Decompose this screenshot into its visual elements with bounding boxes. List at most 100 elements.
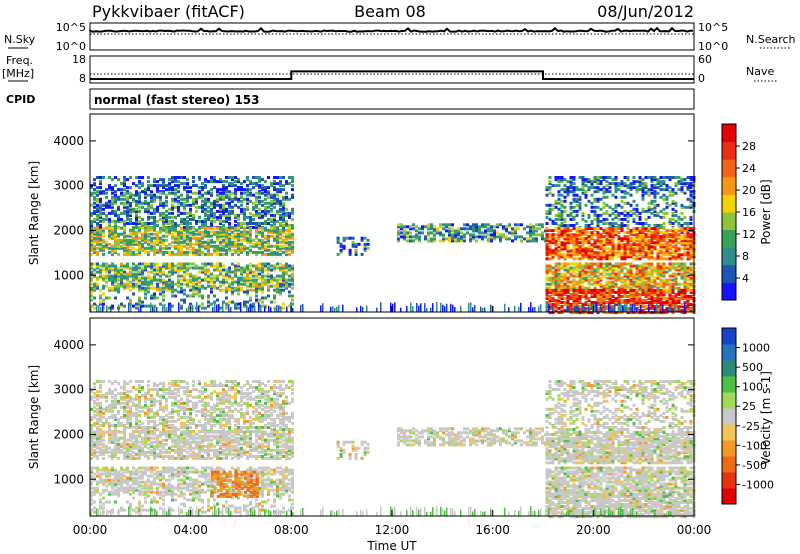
power-cell (569, 284, 573, 288)
power-cell (590, 311, 594, 315)
power-cell (114, 296, 117, 300)
power-cell (147, 176, 150, 179)
power-cell (255, 264, 258, 268)
power-cell (689, 197, 693, 201)
power-cell (204, 186, 207, 190)
power-cell (222, 274, 225, 278)
power-cell (581, 245, 585, 249)
power-cell (659, 280, 663, 284)
power-cell (641, 227, 645, 231)
freq-tick-bottom: 8 (79, 72, 86, 85)
power-cell (647, 272, 651, 276)
power-cell (529, 225, 532, 229)
power-cell (514, 223, 517, 227)
power-cell (96, 282, 99, 286)
power-cell (231, 270, 234, 274)
power-cell (99, 288, 102, 292)
power-cell (563, 303, 567, 306)
power-cell (581, 237, 585, 241)
power-cell (132, 274, 135, 278)
power-cell (132, 228, 135, 232)
power-cell (225, 240, 228, 244)
power-cell (590, 235, 594, 239)
power-cell (246, 278, 249, 282)
power-cell (578, 247, 582, 251)
power-cell (192, 246, 195, 250)
power-cell (575, 264, 579, 268)
power-cell (291, 176, 294, 179)
power-cell (668, 219, 672, 223)
power-cell (108, 232, 111, 236)
power-cell (270, 199, 273, 203)
power-cell (620, 284, 624, 288)
power-cell (279, 290, 282, 294)
power-cell (659, 309, 663, 313)
power-cell (641, 284, 645, 288)
power-cell (557, 243, 561, 247)
power-cell (240, 302, 242, 312)
power-cell (288, 236, 291, 240)
power-cell (436, 229, 439, 233)
power-cell (192, 242, 195, 246)
power-cell (279, 236, 282, 240)
power-cell (587, 249, 591, 253)
power-cell (560, 233, 564, 237)
power-cell (291, 180, 294, 184)
power-cell (126, 276, 129, 280)
power-cell (174, 197, 177, 201)
power-cell (108, 274, 111, 278)
power-cell (105, 276, 108, 280)
power-cell (665, 290, 669, 294)
power-cell (668, 235, 672, 239)
power-cell (198, 305, 200, 312)
power-cell (620, 264, 624, 268)
power-cell (192, 199, 195, 203)
power-cell (566, 297, 570, 300)
power-cell (656, 290, 660, 294)
power-cell (659, 176, 663, 179)
power-cell (159, 201, 162, 205)
power-cell (581, 239, 585, 243)
power-cell (114, 236, 117, 240)
power-cell (237, 268, 240, 272)
power-cell (141, 176, 144, 179)
power-cell (563, 301, 567, 304)
power-cell (270, 207, 273, 211)
power-cell (273, 266, 276, 270)
power-cell (623, 251, 627, 255)
power-cell (228, 288, 231, 292)
power-cell (255, 286, 258, 290)
power-cell (258, 282, 261, 286)
power-cell (174, 264, 177, 268)
power-cell (677, 253, 681, 257)
power-cell (517, 227, 520, 231)
power-cell (432, 303, 434, 312)
power-cell (614, 205, 618, 209)
power-cell (171, 207, 174, 211)
power-cell (246, 268, 249, 272)
power-cell (608, 176, 612, 179)
power-cell (545, 229, 549, 233)
power-cell (138, 215, 141, 219)
power-cell (171, 199, 174, 203)
power-cell (267, 236, 270, 240)
power-cell (126, 207, 129, 211)
power-cell (120, 246, 123, 250)
power-cell (611, 178, 615, 182)
power-cell (138, 199, 141, 203)
power-cell (279, 207, 282, 211)
power-cell (602, 301, 606, 304)
power-cell (105, 284, 108, 288)
power-cell (192, 236, 195, 240)
power-cell (614, 274, 618, 278)
power-cell (204, 276, 207, 280)
power-cell (526, 239, 529, 243)
power-cell (192, 191, 195, 195)
power-cell (186, 268, 189, 272)
power-cell (689, 237, 693, 241)
power-cell (135, 278, 138, 282)
power-cell (171, 236, 174, 240)
power-cell (629, 251, 633, 255)
power-cell (677, 176, 681, 179)
power-cell (282, 306, 285, 310)
